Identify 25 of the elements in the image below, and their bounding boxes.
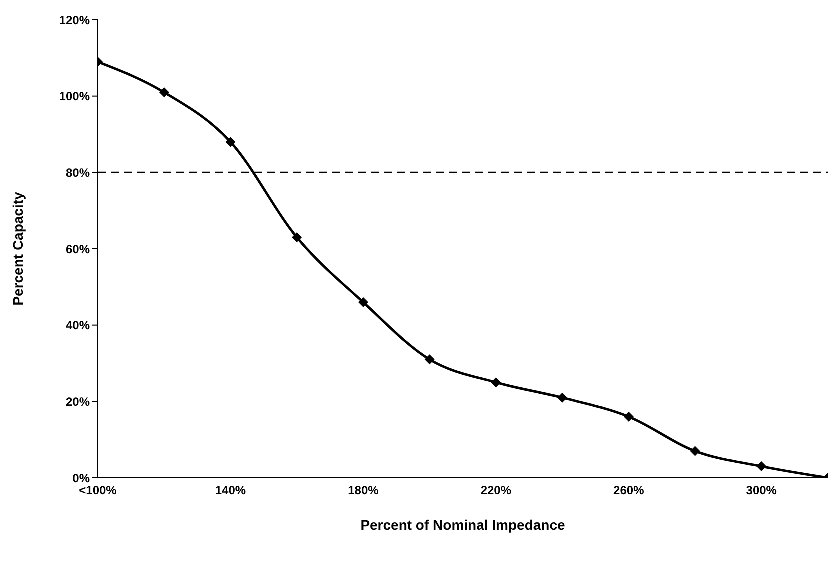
point: [558, 392, 568, 403]
x-tick-label: 300%: [746, 484, 778, 498]
x-tick-label: 140%: [215, 484, 246, 498]
x-tick-label: 260%: [614, 484, 645, 498]
point: [424, 354, 435, 365]
point: [624, 412, 634, 422]
x-tick-label: <100%: [79, 484, 118, 498]
point: [159, 88, 170, 98]
point: [226, 137, 236, 148]
y-tick-label: 40%: [66, 318, 90, 333]
x-axis-title: Percent of Nominal Impedance: [360, 517, 566, 533]
y-tick-label: 20%: [66, 394, 90, 409]
y-tick-label: 80%: [66, 166, 90, 180]
point: [292, 232, 302, 243]
x-tick-label: 220%: [480, 484, 512, 498]
y-tick-label: 100%: [59, 90, 90, 104]
y-axis-title: Percent Capacity: [10, 192, 26, 306]
y-tick-label: 60%: [66, 242, 90, 256]
y-tick-label: 120%: [59, 13, 90, 28]
x-tick-label: 180%: [348, 484, 380, 498]
point: [491, 378, 502, 388]
point: [690, 446, 700, 456]
y-tick-label: 0%: [72, 471, 90, 486]
point: [756, 462, 767, 472]
point: [358, 297, 368, 308]
